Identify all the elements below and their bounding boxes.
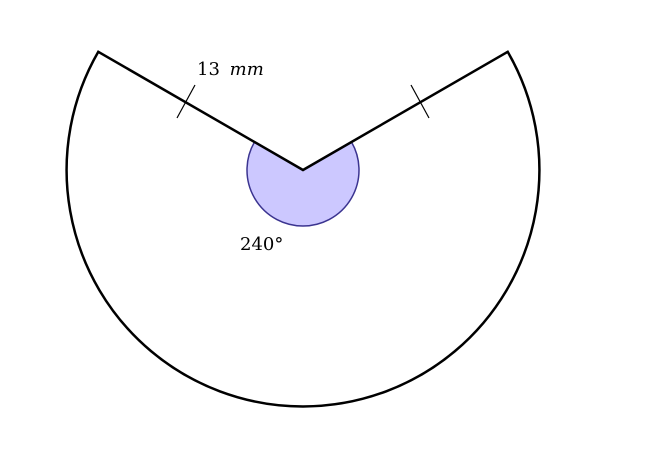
radius-unit: mm	[230, 59, 264, 80]
radius-value: 13	[197, 59, 220, 80]
radius-label: 13 mm	[197, 59, 264, 80]
radius-tick-left	[176, 84, 196, 119]
sector-outline	[65, 50, 541, 408]
angle-label: 240°	[240, 234, 283, 255]
radius-tick-right	[410, 84, 430, 119]
angle-marker	[246, 141, 360, 227]
